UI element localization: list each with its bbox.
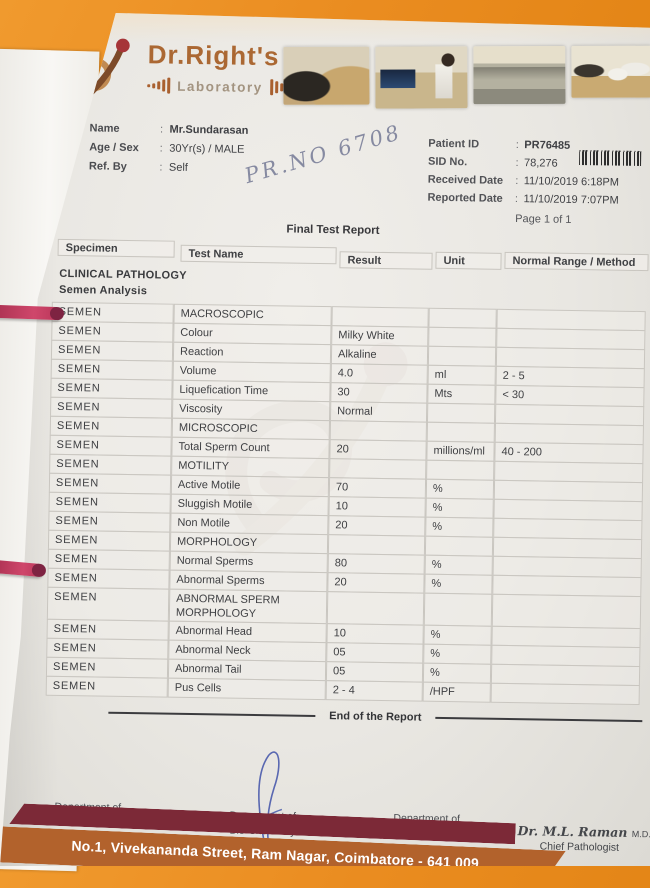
cell-unit: %: [423, 624, 492, 646]
patient-agesex-value: 30Yr(s) / MALE: [169, 142, 245, 156]
cell-unit: %: [422, 662, 492, 684]
lab-tagline: Laboratory: [177, 78, 263, 95]
sid-row: SID No.:78,276: [427, 155, 558, 170]
report-paper: Dr.Right's Laboratory Name: Mr.Sundarasan…: [0, 12, 650, 866]
section-heading: CLINICAL PATHOLOGY: [59, 267, 187, 282]
patient-agesex-label: Age / Sex: [89, 141, 139, 155]
cell-test: Pus Cells: [167, 677, 326, 701]
cell-unit: millions/ml: [426, 440, 495, 462]
cell-unit: %: [424, 573, 493, 595]
cell-unit: %: [423, 643, 492, 665]
column-header-range: Normal Range / Method: [504, 251, 649, 272]
cell-unit: [426, 421, 495, 443]
received-date-row: Received Date:11/10/2019 6:18PM: [427, 173, 620, 189]
cell-specimen: SEMEN: [45, 675, 168, 698]
column-header-specimen: Specimen: [57, 238, 175, 258]
patient-name-value: Mr.Sundarasan: [169, 123, 249, 137]
reported-date-label: Reported Date: [427, 191, 503, 205]
page-info: Page 1 of 1: [515, 213, 572, 226]
pathologist-block: Dr. M.L. Raman M.D., Chief Pathologist: [517, 823, 650, 854]
reported-date-row: Reported Date:11/10/2019 7:07PM: [427, 191, 619, 207]
cell-test: ABNORMAL SPERM MORPHOLOGY: [168, 588, 328, 625]
patient-refby-label: Ref. By: [88, 160, 127, 173]
received-date-value: 11/10/2019 6:18PM: [523, 175, 620, 189]
cell-unit: /HPF: [422, 681, 491, 703]
lab-name: Dr.Right's: [147, 39, 280, 72]
sid-value: 78,276: [523, 157, 558, 170]
patient-refby-value: Self: [168, 161, 189, 174]
patient-id-row: Patient ID: PR76485: [428, 137, 571, 152]
patient-name-row: Name: Mr.Sundarasan: [89, 122, 249, 137]
cell-unit: %: [425, 497, 494, 519]
reported-date-value: 11/10/2019 7:07PM: [523, 193, 619, 207]
end-line-left: [108, 711, 316, 717]
logo-watermark-icon: [225, 342, 408, 556]
cell-specimen: SEMEN: [46, 586, 170, 622]
equalizer-left-icon: [147, 77, 171, 94]
cell-result: 2 - 4: [325, 680, 423, 702]
lab-photo-analyzer: [473, 45, 566, 105]
cell-range: [491, 593, 642, 630]
results-table: SEMEN MACROSCOPIC SEMEN Colour Milky Whi…: [45, 301, 646, 706]
patient-id-value: PR76485: [524, 139, 571, 152]
column-header-test-name: Test Name: [180, 244, 337, 265]
lab-photo-microscope: [571, 45, 650, 98]
lab-photo-reception: [283, 46, 370, 105]
pathologist-name: Dr. M.L. Raman M.D.,: [517, 823, 650, 840]
cell-unit: %: [424, 554, 493, 576]
cell-unit: [426, 459, 495, 481]
cell-unit: [424, 535, 494, 557]
cell-unit: %: [425, 516, 494, 538]
end-line-right: [435, 716, 643, 723]
cell-unit: Mts: [427, 383, 496, 405]
cell-unit: [428, 326, 497, 348]
lab-tagline-row: Laboratory: [147, 77, 293, 96]
pathologist-degree: M.D.,: [631, 828, 650, 840]
cell-unit: [423, 592, 493, 627]
lab-photo-workstation: [375, 46, 468, 109]
cell-unit: [428, 307, 497, 329]
cell-unit: ml: [427, 364, 496, 386]
cell-range: [490, 682, 640, 706]
patient-refby-row: Ref. By: Self: [88, 160, 189, 174]
cell-unit: [427, 345, 497, 367]
patient-id-label: Patient ID: [428, 137, 480, 151]
subsection-heading: Semen Analysis: [58, 283, 148, 298]
column-header-unit: Unit: [435, 251, 502, 270]
cell-unit: %: [425, 478, 495, 500]
barcode: [579, 150, 642, 167]
column-header-result: Result: [339, 251, 433, 270]
patient-agesex-row: Age / Sex:30Yr(s) / MALE: [89, 141, 245, 156]
binding-thread-top: [0, 304, 63, 321]
cell-result: [326, 591, 425, 626]
end-of-report-text: End of the Report: [329, 710, 422, 724]
sid-label: SID No.: [427, 155, 468, 169]
end-of-report: End of the Report: [108, 707, 643, 727]
cell-unit: [426, 402, 496, 424]
patient-name-label: Name: [89, 122, 120, 135]
lab-photo-strip: [283, 45, 650, 109]
handwritten-note: PR.NO 6708: [242, 119, 405, 189]
received-date-label: Received Date: [427, 173, 504, 187]
